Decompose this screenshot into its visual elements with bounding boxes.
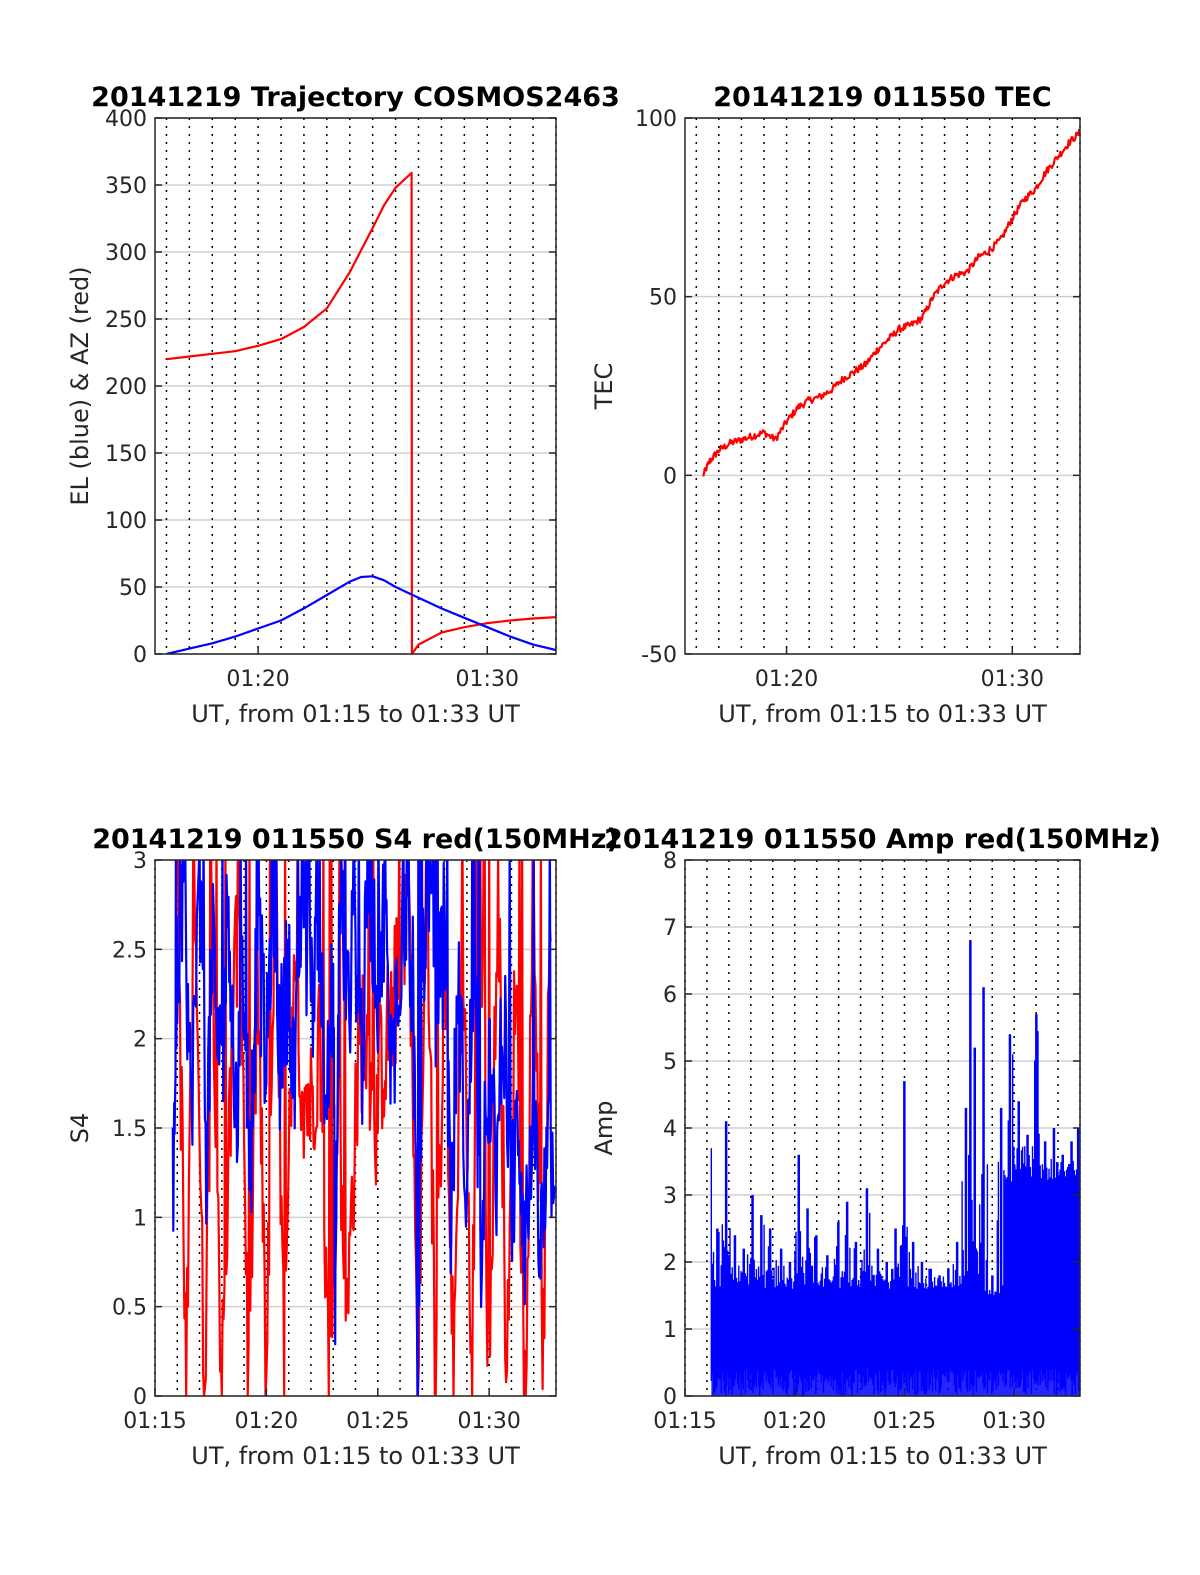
y-tick-label: 300 [105, 241, 147, 266]
y-tick-label: 250 [105, 308, 147, 333]
x-tick-label: 01:15 [123, 1409, 186, 1434]
plot-area [710, 940, 1080, 1396]
y-tick-label: 6 [663, 983, 677, 1008]
series-blue-line [166, 575, 556, 654]
x-tick-label: 01:15 [653, 1409, 716, 1434]
y-tick-label: 200 [105, 375, 147, 400]
y-tick-label: 0 [133, 643, 147, 668]
x-tick-label: 01:20 [763, 1409, 826, 1434]
amp-dense-fill [711, 1329, 1080, 1396]
x-tick-label: 01:20 [235, 1409, 298, 1434]
x-tick-label: 01:30 [981, 667, 1044, 692]
y-axis-label: TEC [590, 363, 618, 411]
x-tick-label: 01:30 [982, 1409, 1045, 1434]
chart-title: 20141219 011550 S4 red(150MHz) [92, 824, 619, 855]
y-tick-label: 50 [119, 576, 147, 601]
chart-panel-4: 0 1 2 3 4 5 6 7 8 01:15 01:20 01:25 01:30 20141219 01… [590, 824, 1161, 1470]
x-tick-label: 01:30 [457, 1409, 520, 1434]
y-axis-label: EL (blue) & AZ (red) [66, 266, 94, 505]
axes-box [684, 117, 1081, 655]
y-tick-label: 0 [663, 464, 677, 489]
y-axis-label: Amp [590, 1100, 618, 1155]
series-amp-line [710, 940, 1080, 1396]
y-tick-label: 150 [105, 442, 147, 467]
y-tick-label: 3 [663, 1184, 677, 1209]
chart-panel-1: 0 50 100 150 200 250 300 350 400 01:20 01:30 201412… [66, 82, 620, 728]
y-tick-label: 400 [105, 107, 147, 132]
series-red-line [702, 128, 1080, 477]
plot-area [171, 860, 556, 1396]
chart-panel-2: -50 0 50 100 01:20 01:30 20141219 011550 TEC UT… [590, 82, 1081, 728]
y-tick-label: 2 [663, 1251, 677, 1276]
y-tick-label: 1 [663, 1318, 677, 1343]
x-axis-label: UT, from 01:15 to 01:33 UT [718, 700, 1047, 728]
y-tick-label: 100 [635, 107, 677, 132]
y-tick-label: 7 [663, 916, 677, 941]
y-tick-label: 2.5 [112, 938, 147, 963]
x-axis-label: UT, from 01:15 to 01:33 UT [718, 1442, 1047, 1470]
chart-title: 20141219 Trajectory COSMOS2463 [91, 82, 620, 113]
y-tick-label: 100 [105, 509, 147, 534]
plot-area [166, 171, 556, 654]
y-tick-label: 0 [133, 1385, 147, 1410]
y-tick-label: 2 [133, 1028, 147, 1053]
x-tick-label: 01:25 [346, 1409, 409, 1434]
y-tick-label: 8 [663, 849, 677, 874]
y-tick-label: 0.5 [112, 1296, 147, 1321]
y-tick-label: 0 [663, 1385, 677, 1410]
y-tick-label: 4 [663, 1117, 677, 1142]
x-tick-label: 01:30 [456, 667, 519, 692]
y-tick-label: 350 [105, 174, 147, 199]
series-red-line [166, 171, 556, 654]
x-axis-label: UT, from 01:15 to 01:33 UT [191, 1442, 520, 1470]
y-tick-label: 1 [133, 1206, 147, 1231]
series-blue-line [171, 860, 556, 1396]
x-axis-label: UT, from 01:15 to 01:33 UT [191, 700, 520, 728]
y-tick-label: 3 [133, 849, 147, 874]
y-tick-label: 1.5 [112, 1117, 147, 1142]
y-tick-label: 50 [649, 286, 677, 311]
chart-title: 20141219 011550 TEC [713, 82, 1052, 113]
x-tick-label: 01:25 [873, 1409, 936, 1434]
x-tick-label: 01:20 [755, 667, 818, 692]
plot-area [702, 128, 1080, 477]
chart-panel-3: 0 0.5 1 1.5 2 2.5 3 01:15 01:20 01:25 01:30 2014121… [66, 824, 619, 1470]
y-tick-label: 5 [663, 1050, 677, 1075]
x-tick-label: 01:20 [226, 667, 289, 692]
chart-title: 20141219 011550 Amp red(150MHz) [604, 824, 1161, 855]
y-tick-label: -50 [641, 643, 677, 668]
y-axis-label: S4 [66, 1113, 94, 1144]
